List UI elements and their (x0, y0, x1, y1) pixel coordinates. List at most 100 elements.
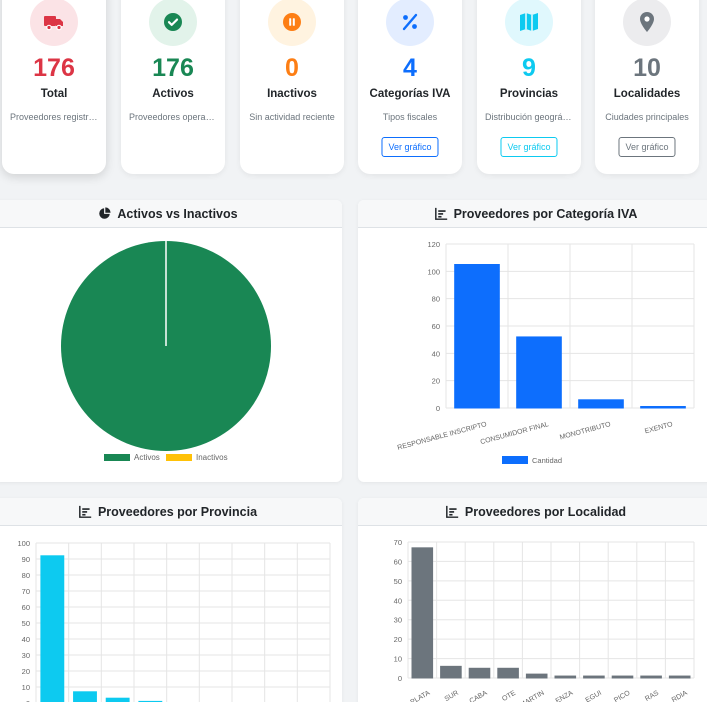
stat-card-6: 10 Localidades Ciudades principales Ver grá… (595, 0, 699, 174)
y-tick-label: 0 (398, 674, 402, 683)
stat-title: Total (40, 88, 68, 100)
y-tick-label: 20 (394, 635, 402, 644)
y-tick-label: 80 (22, 571, 30, 580)
pause-circle-icon (268, 0, 316, 46)
stat-card-3: 0 Inactivos Sin actividad reciente (240, 0, 344, 174)
y-tick-label: 100 (427, 267, 440, 276)
bar-chart-icon (434, 207, 447, 220)
stat-value: 0 (285, 54, 299, 82)
x-tick-label: RDIA (671, 690, 689, 702)
stat-value: 176 (33, 54, 75, 82)
x-tick-label: CABA (468, 690, 488, 702)
bar-chart-icon (445, 505, 459, 518)
legend-swatch (166, 454, 192, 461)
prov-chart-header: Proveedores por Provincia (0, 498, 342, 526)
y-tick-label: 30 (394, 616, 402, 625)
y-tick-label: 90 (22, 555, 30, 564)
bar (583, 675, 605, 679)
stat-description: Tipos fiscales (382, 112, 438, 122)
iva-chart-header: Proveedores por Categoría IVA (358, 200, 707, 228)
stat-title: Inactivos (267, 88, 317, 100)
y-tick-label: 70 (22, 587, 30, 596)
y-tick-label: 10 (394, 655, 402, 664)
loc-chart-title: Proveedores por Localidad (464, 504, 627, 519)
x-tick-label: PLATA (409, 690, 431, 702)
truck-icon (30, 0, 78, 46)
stat-value: 176 (152, 54, 194, 82)
stat-card-1: 176 Total Proveedores registrados (2, 0, 106, 174)
y-tick-label: 50 (394, 577, 402, 586)
iva-bar-chart: 0 20 40 60 80 100 120 RESPONSABLE INSCRIPTOCONS… (397, 240, 695, 465)
stat-description: Proveedores operativos (129, 112, 217, 122)
x-tick-label: SUR (444, 690, 460, 702)
y-tick-label: 10 (22, 683, 30, 692)
y-tick-label: 20 (22, 667, 30, 676)
bar (668, 675, 691, 679)
y-tick-label: 120 (427, 240, 440, 249)
stat-description: Proveedores registrados (10, 112, 98, 122)
y-tick-label: 80 (432, 295, 440, 304)
y-tick-label: 50 (22, 619, 30, 628)
bar (497, 667, 519, 679)
y-tick-label: 60 (394, 557, 402, 566)
percent-icon (386, 0, 434, 46)
map-pin-icon (623, 0, 671, 46)
y-tick-label: 0 (436, 404, 440, 413)
loc-bar-chart: 0 10 20 30 40 50 60 70 PLATA SUR CABA OTE MARTIN ENZA… (394, 538, 695, 702)
ver-grafico-button[interactable]: Ver gráfico (381, 137, 439, 157)
ver-grafico-button[interactable]: Ver gráfico (500, 137, 558, 157)
y-tick-label: 60 (22, 603, 30, 612)
pie-chart-title: Activos vs Inactivos (117, 206, 238, 221)
loc-chart-panel: Proveedores por Localidad 0 10 20 30 40 50 60 7… (358, 498, 707, 702)
legend-label: Activos (134, 453, 160, 462)
bar (578, 399, 624, 409)
y-tick-label: 30 (22, 651, 30, 660)
stat-title: Provincias (499, 88, 559, 100)
y-tick-label: 40 (432, 349, 440, 358)
x-tick-label: MONOTRIBUTO (559, 421, 612, 441)
x-tick-label: ENZA (555, 690, 575, 702)
map-icon (505, 0, 553, 46)
bar (105, 697, 130, 702)
bar (640, 406, 686, 409)
stat-description: Sin actividad reciente (249, 112, 335, 122)
bar-chart-icon (79, 505, 92, 518)
legend-label: Cantidad (532, 456, 562, 465)
bar (40, 555, 65, 702)
bar (611, 675, 634, 679)
x-tick-label: OTE (501, 690, 517, 702)
iva-chart-title: Proveedores por Categoría IVA (453, 206, 638, 221)
bar (73, 691, 97, 702)
stat-description: Distribución geográfica (485, 112, 573, 122)
loc-chart-header: Proveedores por Localidad (358, 498, 707, 526)
pie-chart-icon (99, 207, 111, 219)
x-tick-label: CONSUMIDOR FINAL (480, 421, 550, 446)
bar (554, 675, 577, 679)
x-tick-label: RAS (644, 690, 660, 702)
pie-chart: Activos Inactivos (61, 241, 271, 462)
y-tick-label: 70 (394, 538, 402, 547)
y-tick-label: 60 (432, 322, 440, 331)
legend-label: Inactivos (196, 453, 228, 462)
x-tick-label: EGUI (585, 690, 603, 702)
bar (454, 264, 500, 409)
legend-swatch (502, 456, 528, 464)
stat-title: Activos (152, 88, 194, 100)
pie-chart-header: Activos vs Inactivos (0, 200, 342, 228)
x-tick-label: PICO (613, 689, 632, 702)
ver-grafico-button[interactable]: Ver gráfico (618, 137, 676, 157)
stat-value: 10 (633, 54, 661, 82)
pie-chart-panel: Activos vs Inactivos Activos Inactivos (0, 200, 342, 482)
y-tick-label: 0 (26, 699, 30, 702)
check-circle-icon (149, 0, 197, 46)
bar (516, 336, 562, 409)
stat-title: Localidades (613, 88, 681, 100)
x-tick-label: MARTIN (519, 690, 546, 702)
prov-chart-panel: Proveedores por Provincia 0 10 20 30 40 50 60 7… (0, 498, 342, 702)
bar (640, 675, 662, 679)
legend-swatch (104, 454, 130, 461)
y-tick-label: 100 (17, 539, 30, 548)
bar (525, 673, 548, 679)
prov-bar-chart: 0 10 20 30 40 50 60 70 80 90 100 (17, 539, 331, 702)
bar (440, 665, 462, 679)
